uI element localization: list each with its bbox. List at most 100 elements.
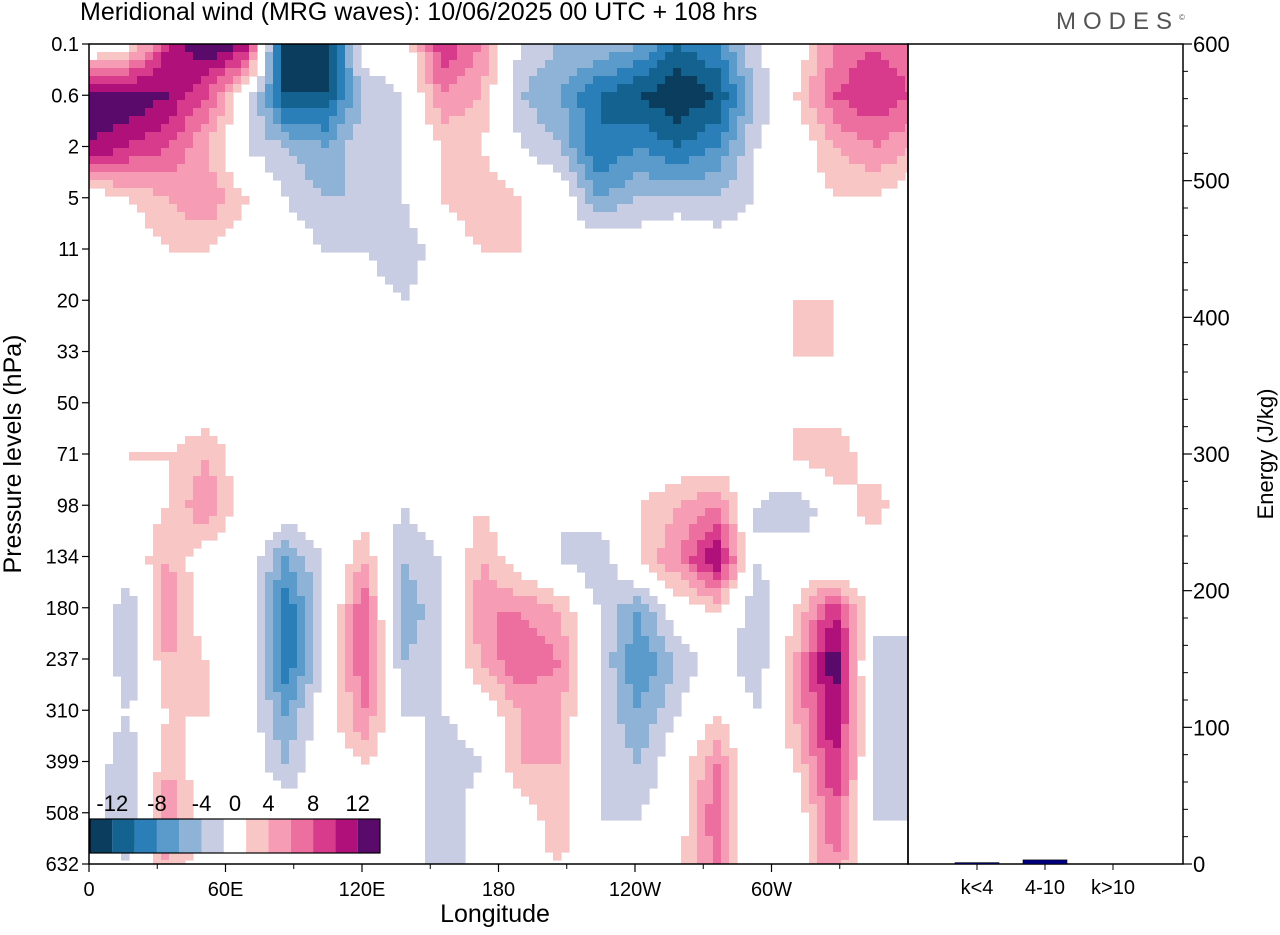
heatmap-cell [129,452,138,461]
heatmap-cell [585,212,594,221]
heatmap-cell [553,836,562,845]
heatmap-cell [441,180,450,189]
heatmap-cell [657,60,666,69]
heatmap-cell [633,588,642,597]
heatmap-cell [425,108,434,117]
heatmap-cell [289,604,298,613]
heatmap-cell [681,156,690,165]
heatmap-cell [481,572,490,581]
heatmap-cell [273,684,282,693]
heatmap-cell [689,780,698,789]
heatmap-cell [337,700,346,709]
heatmap-cell [457,60,466,69]
heatmap-cell [401,652,410,661]
heatmap-cell [793,676,802,685]
heatmap-cell [89,76,98,85]
heatmap-cell [265,724,274,733]
heatmap-cell [465,108,474,117]
heatmap-cell [353,180,362,189]
heatmap-cell [305,212,314,221]
heatmap-cell [393,636,402,645]
heatmap-cell [617,740,626,749]
heatmap-cell [513,668,522,677]
heatmap-cell [753,132,762,141]
heatmap-cell [153,100,162,109]
heatmap-cell [673,156,682,165]
heatmap-cell [545,124,554,133]
heatmap-cell [257,628,266,637]
heatmap-cell [289,588,298,597]
heatmap-cell [257,692,266,701]
heatmap-cell [657,212,666,221]
heatmap-cell [577,132,586,141]
heatmap-cell [521,636,530,645]
heatmap-cell [241,52,250,61]
heatmap-cell [681,500,690,509]
heatmap-cell [553,100,562,109]
heatmap-cell [457,804,466,813]
heatmap-cell [545,724,554,733]
heatmap-cell [633,684,642,693]
heatmap-cell [609,772,618,781]
heatmap-cell [665,172,674,181]
heatmap-cell [609,108,618,117]
heatmap-cell [353,636,362,645]
heatmap-cell [281,676,290,685]
heatmap-cell [633,92,642,101]
heatmap-cell [561,828,570,837]
heatmap-cell [545,588,554,597]
heatmap-cell [537,68,546,77]
heatmap-cell [641,612,650,621]
heatmap-cell [169,588,178,597]
heatmap-cell [609,580,618,589]
heatmap-cell [425,716,434,725]
heatmap-cell [265,756,274,765]
heatmap-cell [841,804,850,813]
heatmap-cell [121,628,130,637]
heatmap-cell [105,108,114,117]
heatmap-cell [113,644,122,653]
heatmap-cell [689,188,698,197]
heatmap-cell [721,212,730,221]
heatmap-cell [801,316,810,325]
heatmap-cell [729,820,738,829]
heatmap-cell [689,588,698,597]
heatmap-cell [425,540,434,549]
heatmap-cell [121,596,130,605]
heatmap-cell [473,44,482,53]
heatmap-cell [153,548,162,557]
heatmap-cell [441,740,450,749]
heatmap-cell [529,52,538,61]
heatmap-cell [649,756,658,765]
heatmap-cell [177,204,186,213]
heatmap-cell [209,516,218,525]
heatmap-cell [513,612,522,621]
heatmap-cell [137,116,146,125]
heatmap-cell [153,60,162,69]
heatmap-cell [609,204,618,213]
heatmap-cell [449,812,458,821]
heatmap-cell [161,68,170,77]
heatmap-cell [825,724,834,733]
heatmap-cell [185,676,194,685]
heatmap-cell [721,828,730,837]
heatmap-cell [217,52,226,61]
heatmap-cell [569,620,578,629]
heatmap-cell [729,580,738,589]
heatmap-cell [281,68,290,77]
heatmap-cell [217,508,226,517]
heatmap-cell [633,788,642,797]
heatmap-cell [809,92,818,101]
heatmap-cell [553,812,562,821]
heatmap-cell [745,84,754,93]
heatmap-cell [513,652,522,661]
heatmap-cell [505,596,514,605]
heatmap-cell [177,668,186,677]
heatmap-cell [849,852,858,861]
heatmap-cell [505,572,514,581]
heatmap-cell [489,188,498,197]
heatmap-cell [153,596,162,605]
heatmap-cell [689,556,698,565]
heatmap-cell [89,164,98,173]
heatmap-cell [745,100,754,109]
